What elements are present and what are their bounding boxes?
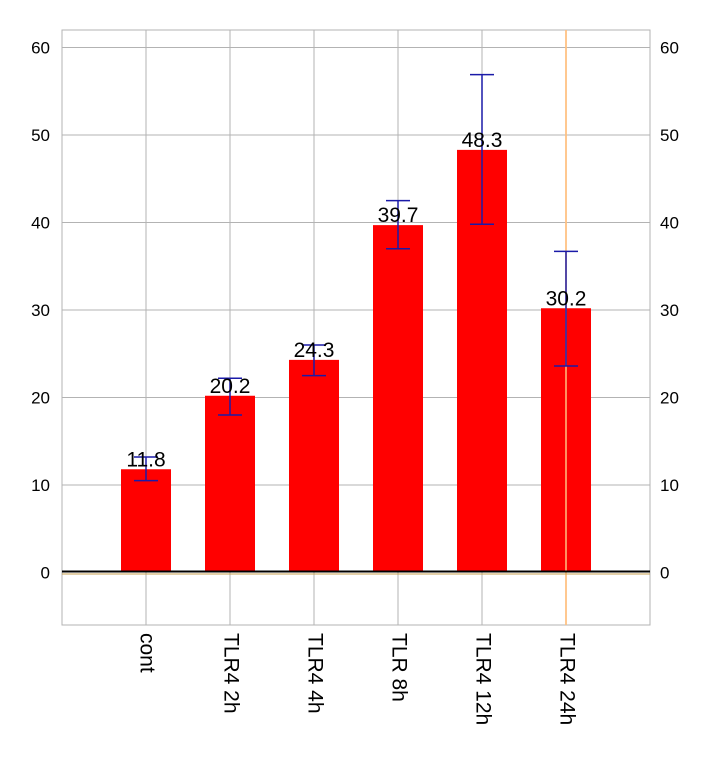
data-label: 39.7 bbox=[378, 204, 419, 227]
bar bbox=[373, 225, 423, 573]
x-tick-label: TLR4 2h bbox=[219, 633, 242, 714]
y-tick-label-left: 60 bbox=[31, 39, 50, 58]
x-tick-label: cont bbox=[135, 633, 158, 673]
y-tick-label-right: 30 bbox=[660, 301, 679, 320]
error-bars bbox=[134, 73, 578, 482]
y-tick-label-right: 40 bbox=[660, 214, 679, 233]
y-tick-label-left: 0 bbox=[41, 564, 50, 583]
y-tick-label-left: 10 bbox=[31, 476, 50, 495]
data-label: 30.2 bbox=[546, 287, 587, 310]
y-tick-label-left: 50 bbox=[31, 126, 50, 145]
bars bbox=[121, 30, 591, 625]
y-tick-label-right: 60 bbox=[660, 39, 679, 58]
x-tick-label: TLR4 4h bbox=[303, 633, 326, 714]
x-tick-label: TLR4 12h bbox=[471, 633, 494, 725]
data-labels: 11.8 20.2 24.3 39.7 48.3 30.2 bbox=[126, 129, 586, 471]
axes: 0 0 10 10 20 20 30 30 40 40 50 50 60 60 cont TLR4 2h TLR… bbox=[31, 39, 679, 726]
plot-frame bbox=[61, 29, 651, 626]
data-label: 11.8 bbox=[126, 448, 165, 471]
y-tick-label-right: 0 bbox=[660, 564, 669, 583]
bar bbox=[121, 469, 171, 573]
y-tick-label-left: 40 bbox=[31, 214, 50, 233]
y-tick-label-right: 20 bbox=[660, 389, 679, 408]
bar bbox=[205, 395, 255, 573]
y-tick-label-right: 50 bbox=[660, 126, 679, 145]
y-tick-label-right: 10 bbox=[660, 476, 679, 495]
data-label: 20.2 bbox=[210, 375, 251, 398]
y-tick-label-left: 20 bbox=[31, 389, 50, 408]
y-tick-label-left: 30 bbox=[31, 301, 50, 320]
bar bbox=[289, 359, 339, 573]
data-label: 24.3 bbox=[294, 339, 335, 362]
data-label: 48.3 bbox=[462, 129, 503, 152]
x-tick-label: TLR4 24h bbox=[555, 633, 578, 725]
x-tick-label: TLR 8h bbox=[387, 633, 410, 702]
